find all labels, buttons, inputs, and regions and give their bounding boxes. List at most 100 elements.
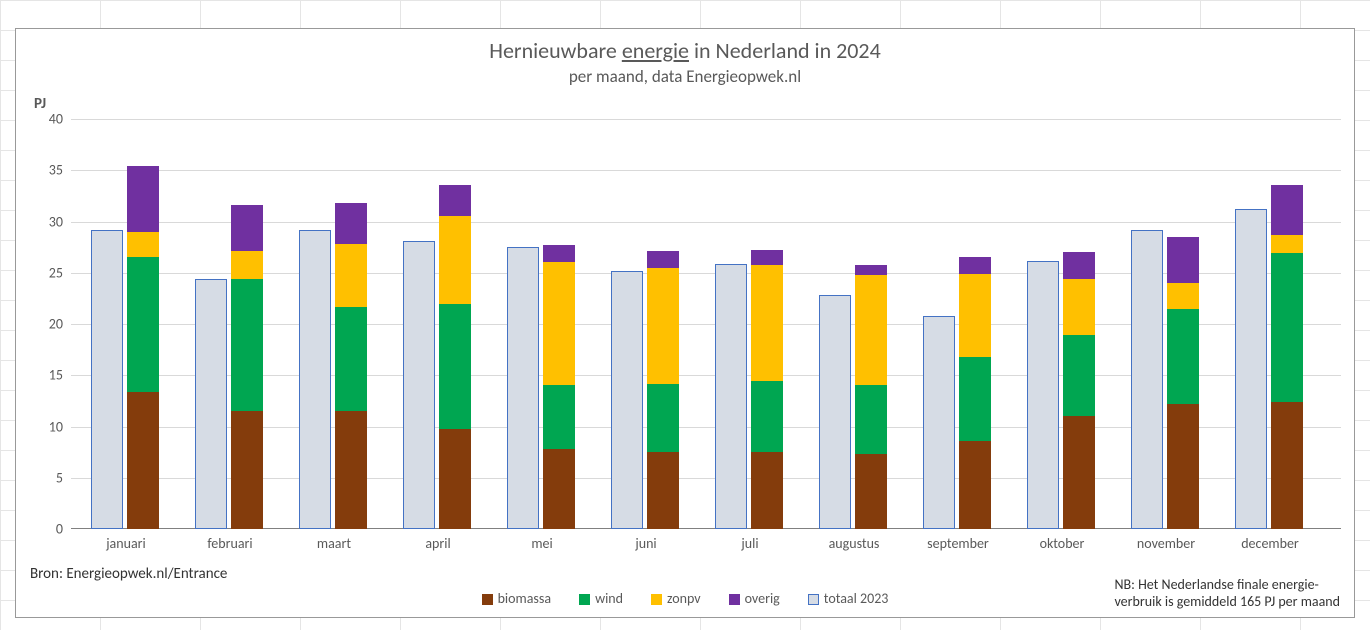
bar-totaal-2023 (195, 279, 227, 529)
bar-segment-zonpv (543, 262, 575, 385)
legend-swatch (729, 594, 740, 605)
bar-segment-wind (647, 384, 679, 452)
bar-segment-overig (1167, 237, 1199, 283)
chart-subtitle: per maand, data Energieopwek.nl (16, 64, 1354, 87)
bar-totaal-2023 (91, 230, 123, 529)
legend-label: wind (595, 590, 623, 607)
bar-segment-biomassa (751, 452, 783, 529)
bar-totaal-2023 (715, 264, 747, 529)
bar-segment-zonpv (855, 275, 887, 385)
bar-segment-wind (1167, 309, 1199, 404)
y-tick-label: 30 (49, 213, 63, 230)
bar-totaal-2023 (507, 247, 539, 529)
bar-segment-zonpv (439, 216, 471, 303)
legend-swatch (651, 594, 662, 605)
legend-item-wind: wind (579, 590, 623, 607)
note-line2: verbruik is gemiddeld 165 PJ per maand (1115, 593, 1341, 610)
legend-item-totaal2023: totaal 2023 (808, 590, 889, 607)
gridline (71, 119, 1341, 120)
bar-segment-biomassa (1167, 404, 1199, 529)
bar-totaal-2023 (923, 316, 955, 529)
y-tick-label: 35 (49, 162, 63, 179)
bar-segment-overig (647, 251, 679, 267)
bar-segment-wind (1063, 335, 1095, 416)
bar-totaal-2023 (611, 271, 643, 529)
bar-segment-wind (231, 279, 263, 411)
x-tick-label: december (1220, 535, 1320, 552)
bar-segment-zonpv (959, 274, 991, 357)
bar-segment-zonpv (1063, 279, 1095, 335)
bar-stack-2024 (231, 205, 263, 529)
bar-totaal-2023 (1027, 261, 1059, 529)
bar-segment-overig (751, 250, 783, 264)
bar-stack-2024 (335, 203, 367, 529)
x-tick-label: juli (700, 535, 800, 552)
gridline (71, 170, 1341, 171)
title-underline: energie (622, 37, 689, 64)
bar-segment-overig (543, 245, 575, 261)
bar-segment-biomassa (1063, 416, 1095, 529)
bar-segment-overig (127, 166, 159, 232)
bar-segment-zonpv (1167, 283, 1199, 309)
y-tick-label: 25 (49, 264, 63, 281)
y-tick-label: 15 (49, 367, 63, 384)
legend-label: biomassa (498, 590, 552, 607)
x-tick-label: september (908, 535, 1008, 552)
x-tick-label: februari (180, 535, 280, 552)
y-tick-label: 20 (49, 316, 63, 333)
bar-stack-2024 (127, 166, 159, 529)
bar-stack-2024 (855, 265, 887, 529)
chart-title: Hernieuwbare energie in Nederland in 202… (16, 29, 1354, 64)
bar-segment-wind (335, 307, 367, 412)
bar-segment-biomassa (335, 411, 367, 529)
plot-area: 0510152025303540januarifebruarimaartapri… (71, 119, 1341, 529)
x-tick-label: mei (492, 535, 592, 552)
bar-segment-overig (959, 257, 991, 273)
x-tick-label: november (1116, 535, 1216, 552)
bar-stack-2024 (543, 245, 575, 529)
bar-segment-zonpv (647, 268, 679, 385)
legend-item-overig: overig (729, 590, 780, 607)
bar-segment-overig (1063, 252, 1095, 279)
bar-segment-biomassa (127, 392, 159, 529)
legend-swatch (579, 594, 590, 605)
legend-label: overig (745, 590, 780, 607)
bar-segment-zonpv (231, 251, 263, 279)
legend-label: totaal 2023 (824, 590, 889, 607)
bar-stack-2024 (1167, 237, 1199, 529)
bar-segment-zonpv (335, 244, 367, 307)
bar-segment-wind (751, 381, 783, 452)
x-tick-label: oktober (1012, 535, 1112, 552)
bar-segment-biomassa (439, 429, 471, 529)
bar-segment-biomassa (959, 441, 991, 529)
bar-segment-biomassa (231, 411, 263, 529)
y-tick-label: 5 (56, 469, 63, 486)
bar-segment-wind (543, 385, 575, 450)
x-tick-label: april (388, 535, 488, 552)
legend-item-biomassa: biomassa (482, 590, 552, 607)
y-tick-label: 0 (56, 521, 63, 538)
bar-segment-wind (127, 257, 159, 391)
x-tick-label: januari (76, 535, 176, 552)
title-pre: Hernieuwbare (489, 37, 622, 64)
legend-swatch (482, 594, 493, 605)
title-post: in Nederland in 2024 (689, 37, 881, 64)
bar-totaal-2023 (1131, 230, 1163, 529)
bar-segment-overig (439, 185, 471, 217)
x-tick-label: augustus (804, 535, 904, 552)
bar-segment-biomassa (543, 449, 575, 529)
bar-segment-wind (439, 304, 471, 429)
bar-stack-2024 (1063, 252, 1095, 529)
bar-segment-wind (959, 357, 991, 441)
bar-totaal-2023 (403, 241, 435, 529)
legend-label: zonpv (667, 590, 701, 607)
y-tick-label: 40 (49, 111, 63, 128)
bar-segment-zonpv (751, 265, 783, 382)
bar-segment-biomassa (1271, 402, 1303, 529)
bar-stack-2024 (647, 251, 679, 529)
bar-segment-wind (1271, 253, 1303, 402)
bar-segment-overig (231, 205, 263, 251)
source-text: Bron: Energieopwek.nl/Entrance (30, 565, 227, 583)
y-tick-label: 10 (49, 418, 63, 435)
x-tick-label: maart (284, 535, 384, 552)
